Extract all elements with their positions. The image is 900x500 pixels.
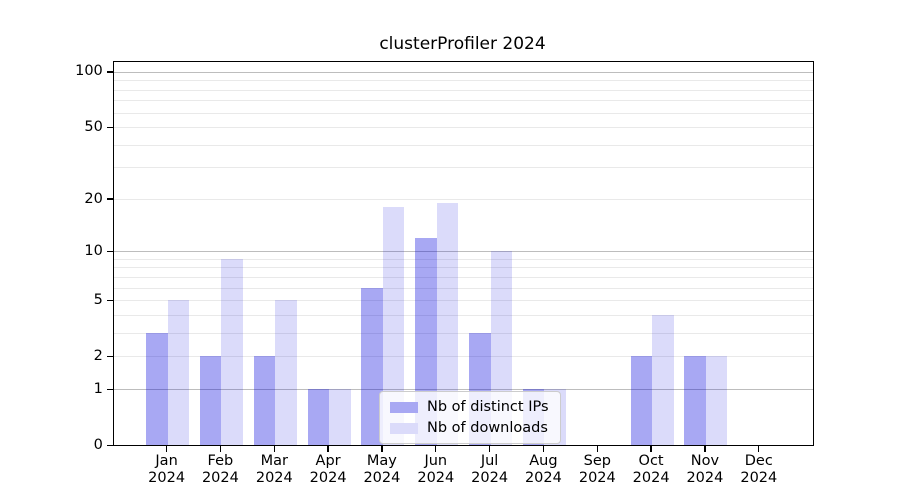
plot-area — [113, 60, 814, 447]
bar — [684, 356, 706, 446]
minor-gridline — [114, 89, 813, 91]
y-tick-label: 50 — [84, 118, 103, 135]
x-tick-label: Nov 2024 — [686, 453, 724, 487]
x-tick-mark — [758, 445, 760, 452]
y-tick-mark — [106, 71, 113, 73]
bar — [436, 202, 459, 446]
y-tick-label: 2 — [93, 347, 103, 364]
x-tick-label: Jul 2024 — [471, 453, 509, 487]
x-tick-mark — [596, 445, 598, 452]
chart-title: clusterProfiler 2024 — [379, 34, 546, 54]
major-gridline — [114, 71, 813, 73]
bar — [652, 315, 674, 446]
legend: Nb of distinct IPs Nb of downloads — [379, 391, 561, 444]
legend-item-distinct-ips: Nb of distinct IPs — [390, 399, 549, 415]
y-tick-mark — [106, 250, 113, 252]
minor-gridline — [114, 356, 813, 358]
bar — [382, 207, 405, 446]
bar — [221, 258, 243, 446]
legend-swatch-downloads — [390, 422, 418, 434]
minor-gridline — [114, 198, 813, 200]
bar — [705, 356, 728, 446]
x-tick-label: Dec 2024 — [740, 453, 778, 487]
x-tick-mark — [327, 445, 329, 452]
minor-gridline — [114, 300, 813, 302]
x-tick-mark — [165, 445, 168, 452]
x-tick-mark — [650, 445, 652, 452]
legend-swatch-distinct-ips — [390, 401, 418, 413]
x-tick-mark — [219, 445, 222, 452]
x-tick-mark — [381, 445, 383, 452]
y-tick-mark — [106, 198, 113, 200]
y-tick-label: 5 — [93, 291, 103, 308]
major-gridline — [114, 389, 813, 391]
y-tick-mark — [106, 388, 113, 390]
minor-gridline — [114, 112, 813, 114]
x-tick-label: Feb 2024 — [201, 453, 239, 487]
minor-gridline — [114, 167, 813, 169]
minor-gridline — [114, 315, 813, 317]
y-tick-label: 1 — [93, 380, 103, 397]
x-tick-mark — [488, 445, 491, 452]
minor-gridline — [114, 144, 813, 146]
x-tick-mark — [542, 445, 545, 452]
x-tick-label: Oct 2024 — [632, 453, 670, 487]
bar — [167, 300, 190, 446]
legend-label-distinct-ips: Nb of distinct IPs — [427, 399, 549, 415]
legend-label-downloads: Nb of downloads — [427, 420, 548, 436]
bar — [307, 389, 330, 446]
bar — [630, 356, 653, 446]
legend-item-downloads: Nb of downloads — [390, 420, 549, 436]
bar — [146, 333, 168, 446]
minor-gridline — [114, 277, 813, 279]
bar — [361, 287, 383, 446]
y-tick-mark — [106, 299, 113, 301]
x-tick-label: Jan 2024 — [148, 453, 186, 487]
y-tick-label: 100 — [75, 63, 103, 80]
minor-gridline — [114, 127, 813, 129]
minor-gridline — [114, 258, 813, 260]
bar — [253, 356, 276, 446]
y-tick-mark — [106, 355, 113, 358]
x-tick-label: May 2024 — [363, 453, 401, 487]
x-tick-mark — [435, 445, 437, 452]
minor-gridline — [114, 80, 813, 82]
bar — [329, 389, 351, 446]
minor-gridline — [114, 287, 813, 289]
x-tick-mark — [704, 445, 706, 452]
x-tick-label: Mar 2024 — [255, 453, 293, 487]
major-gridline — [114, 251, 813, 253]
minor-gridline — [114, 267, 813, 269]
x-tick-mark — [273, 445, 275, 452]
minor-gridline — [114, 333, 813, 335]
x-tick-label: Apr 2024 — [309, 453, 347, 487]
y-tick-mark — [106, 444, 113, 446]
y-tick-label: 0 — [93, 436, 103, 453]
y-tick-label: 10 — [84, 242, 103, 259]
x-tick-label: Aug 2024 — [524, 453, 562, 487]
bar — [199, 356, 222, 446]
y-tick-mark — [106, 126, 113, 128]
minor-gridline — [114, 100, 813, 102]
y-tick-label: 20 — [84, 190, 103, 207]
bar — [275, 300, 297, 446]
x-tick-label: Sep 2024 — [578, 453, 616, 487]
x-tick-label: Jun 2024 — [417, 453, 455, 487]
